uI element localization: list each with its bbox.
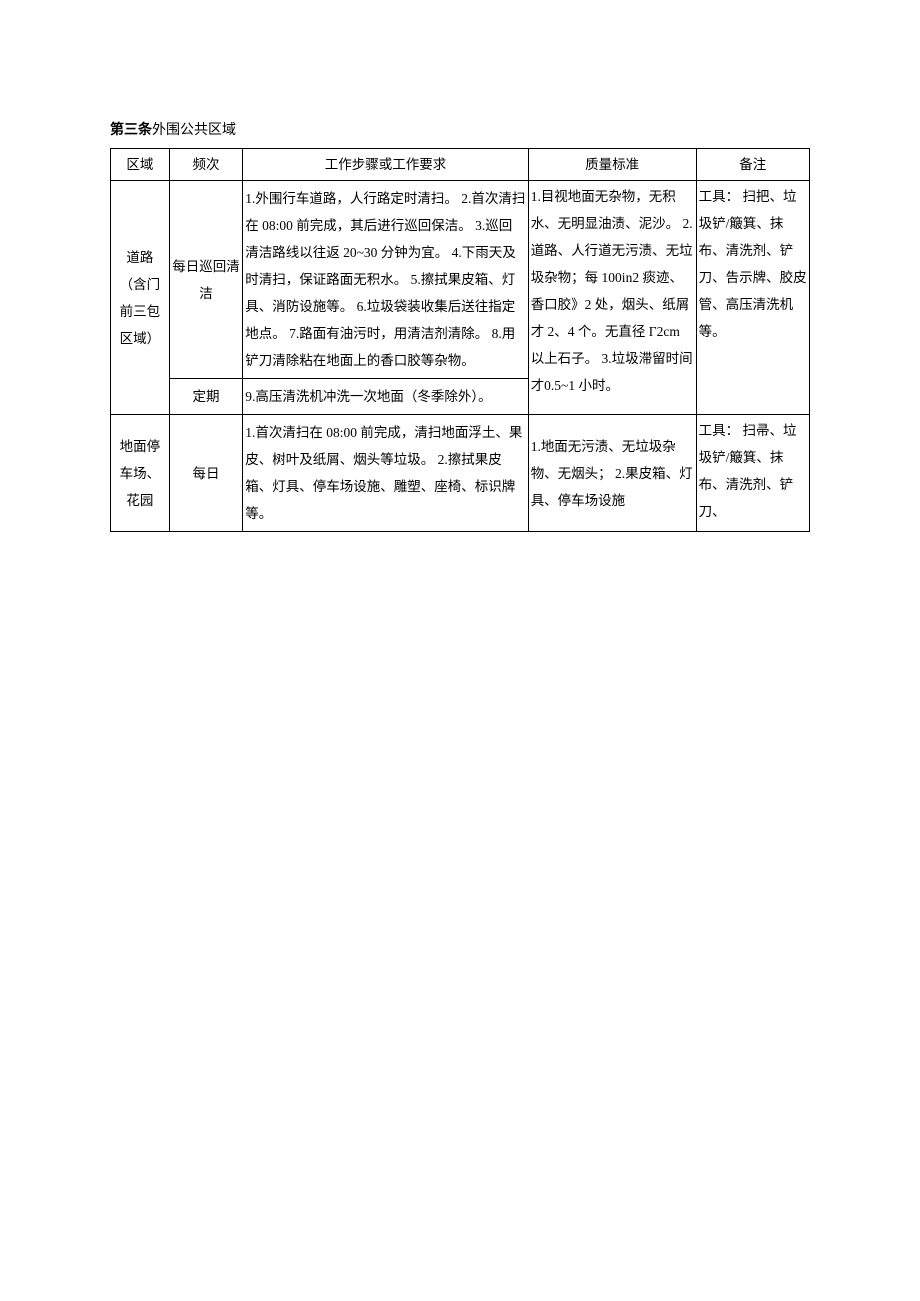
section-title: 第三条外围公共区域 [110,120,810,142]
standards-table: 区域 频次 工作步骤或工作要求 质量标准 备注 道路（含门前三包区域） 每日巡回… [110,148,810,532]
header-freq: 频次 [169,149,242,181]
cell-note-1: 工具： 扫把、垃圾铲/簸箕、抹布、清洗剂、铲刀、告示牌、胶皮管、高压清洗机等。 [696,181,809,415]
table-row: 道路（含门前三包区域） 每日巡回清洁 1.外围行车道路，人行路定时清扫。 2.首… [111,181,810,379]
table-header-row: 区域 频次 工作步骤或工作要求 质量标准 备注 [111,149,810,181]
header-note: 备注 [696,149,809,181]
table-row: 地面停车场、花园 每日 1.首次清扫在 08:00 前完成，清扫地面浮土、果皮、… [111,415,810,532]
cell-area-2: 地面停车场、花园 [111,415,170,532]
cell-steps-2: 1.首次清扫在 08:00 前完成，清扫地面浮土、果皮、树叶及纸屑、烟头等垃圾。… [243,415,528,532]
title-rest: 外围公共区域 [152,123,236,138]
cell-freq-1b: 定期 [169,379,242,415]
header-area: 区域 [111,149,170,181]
cell-freq-2: 每日 [169,415,242,532]
cell-quality-1: 1.目视地面无杂物，无积水、无明显油渍、泥沙。 2.道路、人行道无污渍、无垃圾杂… [528,181,696,415]
cell-note-2: 工具： 扫帚、垃圾铲/簸箕、抹布、清洗剂、铲刀、 [696,415,809,532]
cell-quality-2: 1.地面无污渍、无垃圾杂物、无烟头； 2.果皮箱、灯具、停车场设施 [528,415,696,532]
cell-area-1: 道路（含门前三包区域） [111,181,170,415]
title-bold: 第三条 [110,123,152,138]
cell-steps-1b: 9.高压清洗机冲洗一次地面（冬季除外）。 [243,379,528,415]
header-quality: 质量标准 [528,149,696,181]
cell-freq-1a: 每日巡回清洁 [169,181,242,379]
cell-steps-1a: 1.外围行车道路，人行路定时清扫。 2.首次清扫在 08:00 前完成，其后进行… [243,181,528,379]
document-page: 第三条外围公共区域 区域 频次 工作步骤或工作要求 质量标准 备注 道路（含门前… [0,0,920,532]
header-steps: 工作步骤或工作要求 [243,149,528,181]
